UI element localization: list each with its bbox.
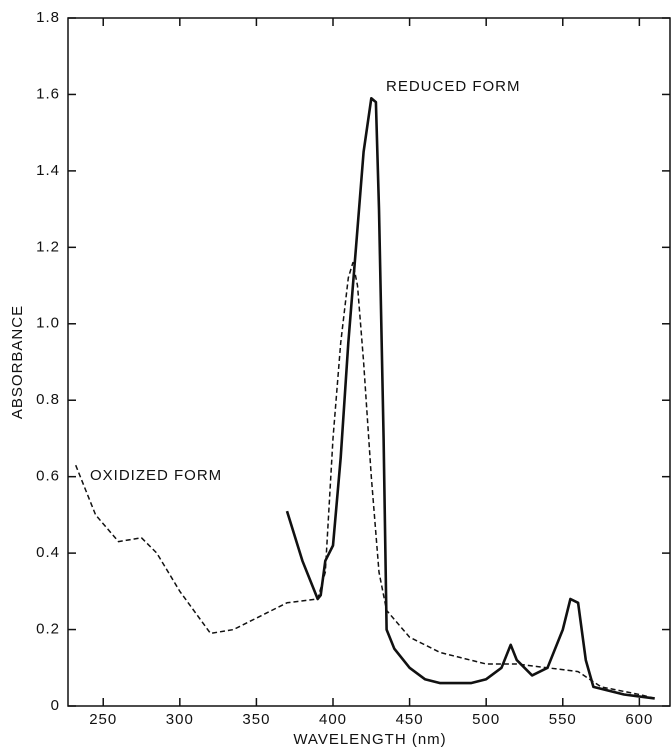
series-label: REDUCED FORM	[386, 78, 521, 95]
x-tick-label: 450	[396, 711, 424, 728]
y-tick-label: 1.6	[36, 85, 60, 102]
y-tick-label: 0.6	[36, 468, 60, 485]
y-tick-label: 1.4	[36, 162, 60, 179]
x-tick-label: 350	[242, 711, 270, 728]
x-tick-label: 500	[472, 711, 500, 728]
x-tick-label: 300	[166, 711, 194, 728]
series-line	[75, 261, 655, 700]
series-line	[285, 97, 655, 700]
y-tick-label: 1.2	[36, 238, 60, 255]
y-tick-label: 0	[51, 697, 60, 714]
x-tick-label: 400	[319, 711, 347, 728]
x-tick-label: 550	[549, 711, 577, 728]
y-tick-label: 1.0	[36, 315, 60, 332]
y-tick-label: 0.4	[36, 544, 60, 561]
y-tick-label: 1.8	[36, 9, 60, 26]
y-tick-label: 0.8	[36, 391, 60, 408]
plot-frame	[67, 17, 671, 707]
y-tick-label: 0.2	[36, 621, 60, 638]
x-tick-label: 250	[89, 711, 117, 728]
x-tick-label: 600	[625, 711, 653, 728]
x-axis-label: WAVELENGTH (nm)	[293, 731, 446, 748]
series-label: OXIDIZED FORM	[90, 467, 222, 484]
y-axis-label: ABSORBANCE	[9, 305, 26, 419]
